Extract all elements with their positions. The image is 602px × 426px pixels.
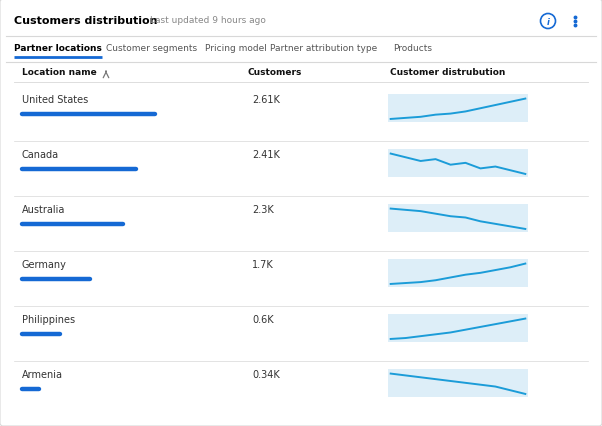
- Text: Pricing model: Pricing model: [205, 44, 267, 53]
- Text: 1.7K: 1.7K: [252, 259, 274, 269]
- Text: Germany: Germany: [22, 259, 67, 269]
- Text: United States: United States: [22, 95, 88, 105]
- Text: i: i: [547, 18, 550, 27]
- Text: Partner attribution type: Partner attribution type: [270, 44, 377, 53]
- Text: Products: Products: [393, 44, 432, 53]
- Text: 2.3K: 2.3K: [252, 204, 274, 215]
- Text: Customer segments: Customer segments: [106, 44, 197, 53]
- Text: Canada: Canada: [22, 150, 59, 160]
- Text: Australia: Australia: [22, 204, 66, 215]
- Text: Philippines: Philippines: [22, 314, 75, 324]
- Text: Partner locations: Partner locations: [14, 44, 102, 53]
- Text: Location name: Location name: [22, 68, 97, 77]
- Text: 2.61K: 2.61K: [252, 95, 280, 105]
- Text: Armenia: Armenia: [22, 369, 63, 379]
- Text: Customer distrubution: Customer distrubution: [390, 68, 505, 77]
- Text: 0.34K: 0.34K: [252, 369, 280, 379]
- Text: Customers: Customers: [248, 68, 302, 77]
- Text: 2.41K: 2.41K: [252, 150, 280, 160]
- Text: Customers distribution: Customers distribution: [14, 16, 158, 26]
- Text: Last updated 9 hours ago: Last updated 9 hours ago: [150, 16, 266, 25]
- Text: 0.6K: 0.6K: [252, 314, 274, 324]
